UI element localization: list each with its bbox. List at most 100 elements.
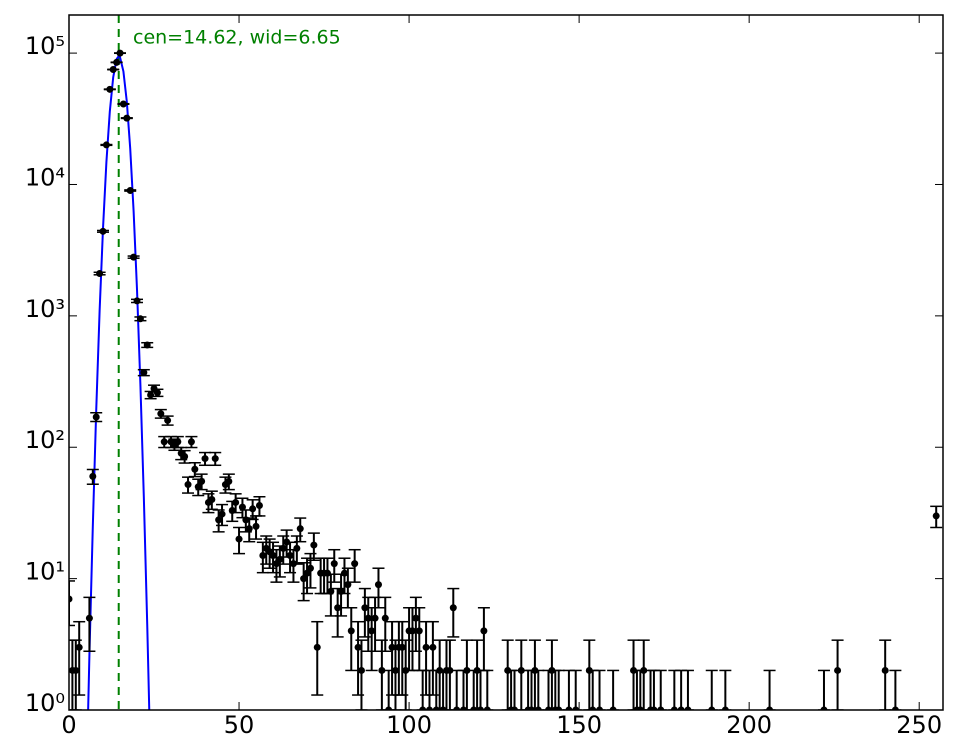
data-point bbox=[106, 85, 114, 93]
data-point bbox=[300, 575, 308, 583]
data-point bbox=[480, 627, 488, 635]
error-bar bbox=[569, 669, 582, 710]
error-bar bbox=[545, 639, 558, 710]
error-bar bbox=[831, 639, 844, 710]
data-point bbox=[463, 666, 471, 674]
data-point bbox=[657, 706, 665, 710]
data-point bbox=[555, 706, 563, 710]
error-bar bbox=[311, 620, 324, 696]
data-point bbox=[357, 666, 365, 674]
data-point bbox=[364, 614, 372, 622]
data-point bbox=[99, 227, 107, 235]
data-point bbox=[640, 666, 648, 674]
data-point bbox=[572, 706, 580, 710]
error-bar bbox=[705, 669, 718, 710]
annotation: cen=14.62, wid=6.65 bbox=[133, 27, 341, 49]
data-point bbox=[340, 569, 348, 577]
data-point bbox=[259, 551, 267, 559]
data-point bbox=[191, 465, 199, 473]
data-point bbox=[140, 369, 148, 377]
data-point bbox=[327, 587, 335, 595]
y-tick-label: 10⁴ bbox=[25, 163, 65, 191]
data-point bbox=[721, 706, 729, 710]
error-bar bbox=[355, 639, 368, 710]
data-point bbox=[75, 643, 83, 651]
axes-frame bbox=[68, 14, 944, 711]
data-point bbox=[109, 66, 117, 74]
data-point bbox=[123, 114, 131, 122]
data-point bbox=[116, 49, 124, 57]
data-point bbox=[136, 315, 144, 323]
data-point bbox=[69, 595, 73, 603]
data-point bbox=[174, 438, 182, 446]
error-bar bbox=[443, 639, 456, 710]
data-point bbox=[211, 455, 219, 463]
data-point bbox=[232, 498, 240, 506]
data-point bbox=[130, 253, 138, 261]
data-point bbox=[235, 535, 243, 543]
error-bar bbox=[73, 620, 86, 696]
data-point bbox=[677, 706, 685, 710]
data-point bbox=[834, 666, 842, 674]
data-point bbox=[388, 643, 396, 651]
data-point bbox=[422, 643, 430, 651]
x-tick-label: 250 bbox=[896, 711, 942, 739]
error-bar bbox=[607, 669, 620, 710]
error-bar bbox=[627, 639, 640, 710]
data-point bbox=[415, 627, 423, 635]
data-point bbox=[351, 560, 359, 568]
data-point bbox=[374, 581, 382, 589]
error-bar bbox=[552, 669, 565, 710]
data-point bbox=[408, 627, 416, 635]
data-point bbox=[215, 516, 223, 524]
data-point bbox=[459, 706, 467, 710]
x-tick-label: 100 bbox=[386, 711, 432, 739]
error-bar bbox=[501, 639, 514, 710]
data-point bbox=[378, 666, 386, 674]
data-point bbox=[252, 522, 260, 530]
error-bar bbox=[583, 639, 596, 710]
data-point bbox=[187, 438, 195, 446]
error-bar bbox=[515, 639, 528, 710]
data-point bbox=[398, 643, 406, 651]
data-point bbox=[534, 706, 542, 710]
x-tick-label: 200 bbox=[726, 711, 772, 739]
data-point bbox=[96, 270, 104, 278]
error-bar bbox=[379, 596, 392, 653]
data-point bbox=[85, 614, 93, 622]
data-point bbox=[126, 186, 134, 194]
data-point bbox=[891, 706, 899, 710]
x-tick-label: 0 bbox=[61, 711, 76, 739]
data-point bbox=[293, 544, 301, 552]
data-point bbox=[153, 389, 161, 397]
error-bar bbox=[460, 639, 473, 710]
data-point bbox=[381, 614, 389, 622]
data-point bbox=[545, 706, 553, 710]
error-bar bbox=[447, 587, 460, 638]
y-tick-label: 10¹ bbox=[25, 558, 65, 586]
data-point bbox=[650, 706, 658, 710]
data-point bbox=[133, 297, 141, 305]
x-tick-label: 50 bbox=[224, 711, 255, 739]
data-point bbox=[184, 481, 192, 489]
data-point bbox=[225, 477, 233, 485]
data-point bbox=[446, 666, 454, 674]
data-point bbox=[255, 502, 263, 510]
data-point bbox=[453, 706, 461, 710]
data-point bbox=[470, 706, 478, 710]
data-point bbox=[511, 706, 519, 710]
error-bar bbox=[69, 580, 75, 627]
data-point bbox=[310, 541, 318, 549]
data-point bbox=[425, 706, 433, 710]
data-point bbox=[164, 416, 172, 424]
data-point bbox=[238, 503, 246, 511]
data-point bbox=[347, 627, 355, 635]
data-point bbox=[269, 551, 277, 559]
error-bar bbox=[532, 669, 545, 710]
data-point bbox=[449, 604, 457, 612]
data-point bbox=[334, 604, 342, 612]
data-point bbox=[412, 614, 420, 622]
data-point bbox=[245, 525, 253, 533]
